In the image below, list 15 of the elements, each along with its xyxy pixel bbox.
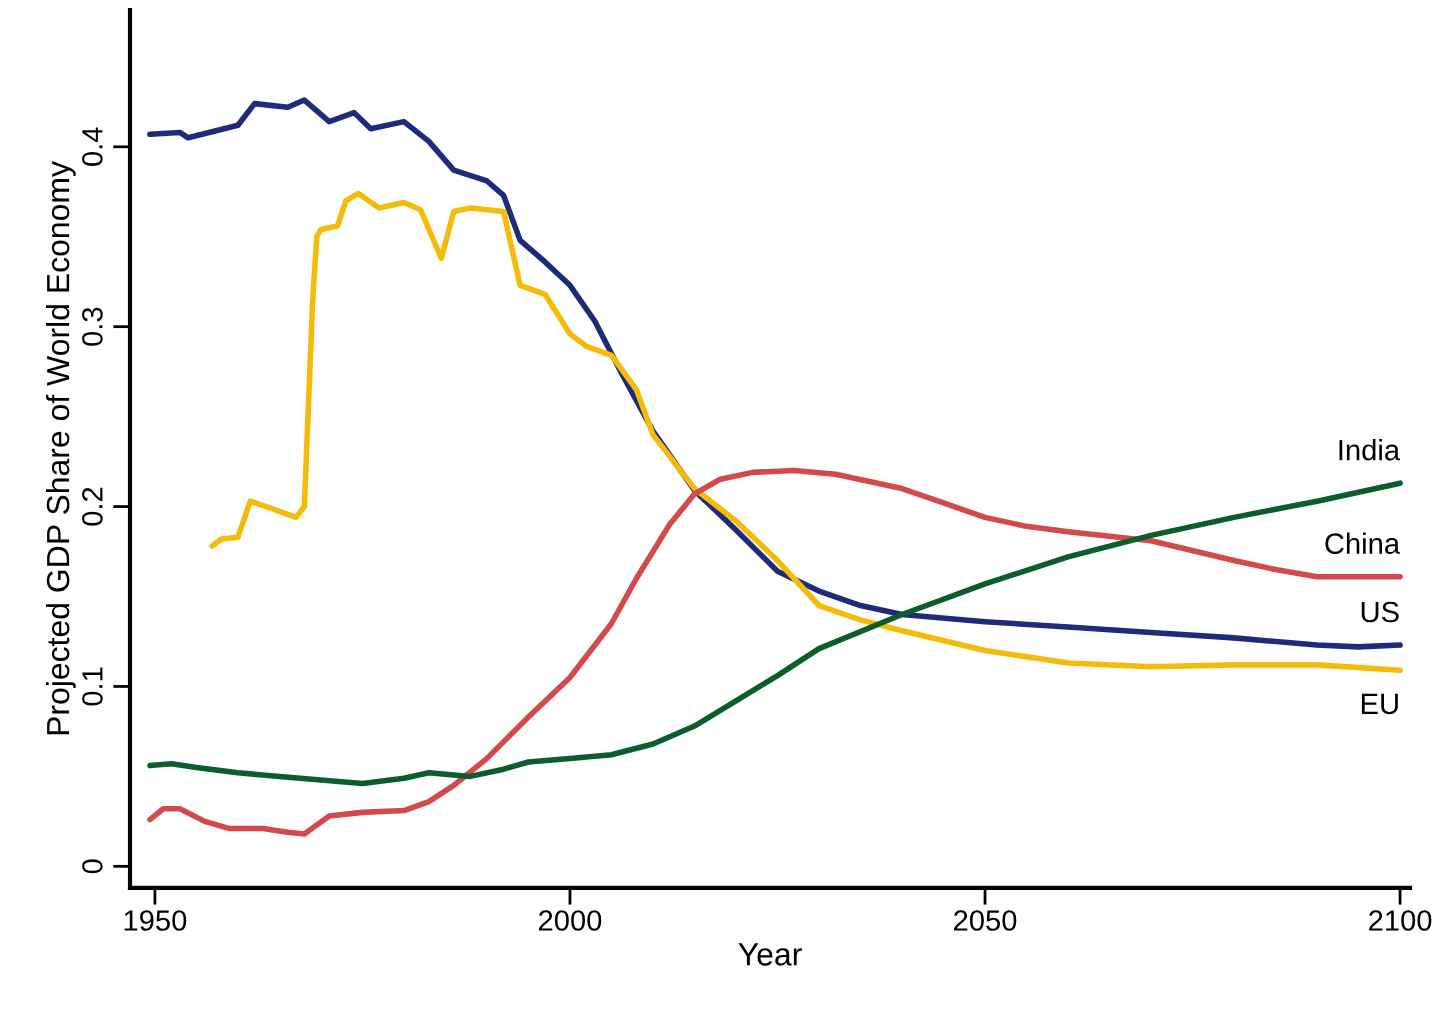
series-label: US: [1361, 601, 1399, 623]
x-tick-label: 2050: [954, 910, 1017, 931]
y-tick-label: 0.4: [82, 127, 103, 166]
series-label: EU: [1361, 693, 1398, 715]
x-tick-label: 2000: [538, 910, 602, 931]
y-axis-title: Projected GDP Share of World Economy: [45, 161, 76, 735]
y-tick-label: 0.2: [82, 487, 103, 526]
x-tick-label: 1950: [124, 910, 187, 931]
x-axis-title: Year: [738, 943, 802, 966]
y-tick-label: 0: [82, 859, 103, 874]
y-tick-label: 0.1: [82, 667, 103, 706]
x-tick-label: 2100: [1369, 910, 1432, 931]
series-label: India: [1339, 439, 1401, 461]
series-label: China: [1325, 532, 1401, 554]
y-tick-label: 0.3: [82, 307, 103, 346]
